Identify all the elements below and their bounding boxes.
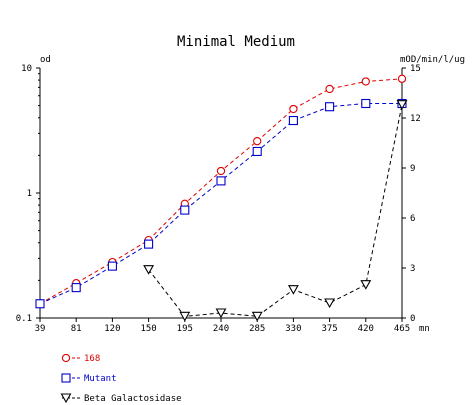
- x-tick-label: 150: [140, 324, 156, 334]
- x-tick-label: 330: [285, 324, 301, 334]
- x-tick-label: 240: [213, 324, 229, 334]
- series-line: [39, 78, 403, 305]
- x-tick-label: 285: [249, 324, 265, 334]
- series-layer: [35, 74, 408, 322]
- legend-item: Beta Galactosidase: [60, 393, 182, 404]
- legend-marker: [60, 393, 72, 404]
- x-tick-label: 120: [104, 324, 120, 334]
- x-tick-label: 81: [71, 324, 82, 334]
- y-right-tick-label: 12: [410, 114, 421, 124]
- data-point: [324, 298, 336, 309]
- y-right-tick-label: 6: [410, 214, 415, 224]
- data-point: [71, 283, 81, 293]
- y-right-axis-label: mOD/min/l/ug: [400, 55, 465, 65]
- data-point: [252, 146, 262, 156]
- y-left-tick-label: 10: [21, 64, 32, 74]
- series-line: [148, 104, 403, 317]
- series-2: [143, 100, 408, 322]
- data-point: [397, 74, 407, 83]
- y-left-axis-label: od: [40, 55, 51, 65]
- x-tick-label: 420: [358, 324, 374, 334]
- data-point: [325, 84, 334, 94]
- y-right-tick-label: 9: [410, 164, 415, 174]
- series-1: [35, 98, 407, 309]
- legend-label: Beta Galactosidase: [84, 394, 182, 404]
- data-point: [360, 280, 372, 290]
- y-right-tick-label: 0: [410, 314, 415, 324]
- data-point: [143, 265, 155, 275]
- data-point: [361, 77, 370, 86]
- legend-item: 168: [61, 353, 100, 364]
- x-tick-label: 375: [321, 324, 337, 334]
- legend-label: 168: [84, 354, 100, 364]
- data-point: [325, 102, 335, 112]
- legend: 168 Mutant Beta Galactosidase: [60, 353, 182, 404]
- ticks-layer: 39 81 120 150 195 240 285 330 375 420 465 0.1 1 10 0 3 6…: [16, 64, 421, 334]
- data-point: [361, 98, 371, 109]
- data-point: [253, 136, 262, 146]
- data-point: [287, 285, 299, 295]
- data-point: [288, 115, 298, 126]
- data-point: [144, 239, 154, 249]
- data-point: [396, 100, 408, 110]
- x-axis-unit-label: mn: [419, 324, 430, 334]
- y-left-tick-label: 0.1: [16, 314, 32, 324]
- legend-item: Mutant: [61, 373, 117, 384]
- data-point: [251, 311, 263, 322]
- x-tick-label: 465: [394, 324, 410, 334]
- legend-marker: [61, 353, 71, 363]
- series-line: [39, 102, 402, 305]
- data-point: [216, 166, 226, 176]
- legend-marker: [61, 373, 71, 383]
- data-point: [289, 104, 298, 114]
- data-point: [107, 261, 117, 271]
- chart-title: Minimal Medium: [177, 34, 295, 50]
- legend-label: Mutant: [84, 374, 117, 384]
- data-point: [179, 311, 191, 322]
- data-point: [215, 308, 227, 319]
- data-point: [180, 205, 190, 215]
- data-point: [216, 176, 226, 186]
- y-right-tick-label: 3: [410, 264, 415, 274]
- data-point: [35, 299, 45, 309]
- y-left-tick-label: 1: [27, 189, 32, 199]
- x-tick-label: 39: [35, 324, 46, 334]
- x-tick-label: 195: [177, 324, 193, 334]
- series-0: [35, 74, 407, 308]
- y-right-tick-label: 15: [410, 64, 421, 74]
